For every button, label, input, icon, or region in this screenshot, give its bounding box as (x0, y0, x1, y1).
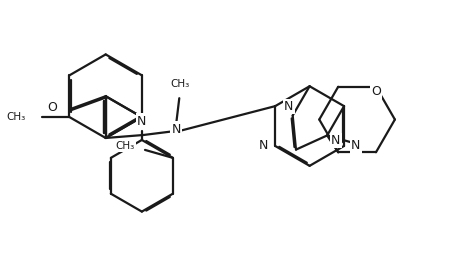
Text: O: O (47, 101, 57, 114)
Text: N: N (137, 114, 147, 128)
Text: O: O (371, 85, 381, 98)
Text: N: N (259, 139, 268, 152)
Text: N: N (284, 100, 293, 113)
Text: N: N (351, 139, 361, 152)
Text: CH₃: CH₃ (7, 112, 26, 122)
Text: CH₃: CH₃ (116, 141, 135, 151)
Text: N: N (331, 134, 340, 147)
Text: CH₃: CH₃ (170, 79, 190, 89)
Text: N: N (171, 122, 181, 136)
